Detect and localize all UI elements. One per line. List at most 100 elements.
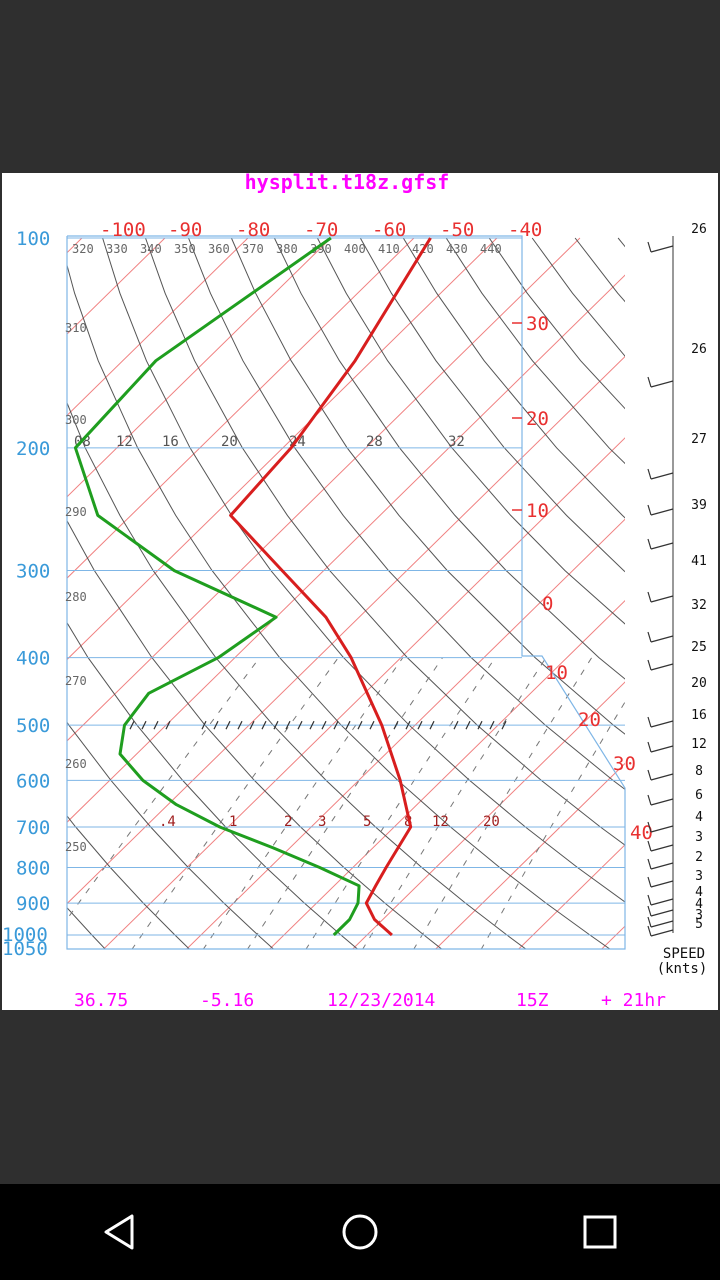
wind-speed-label: 4 bbox=[695, 897, 703, 912]
top-temperature-label: -70 bbox=[304, 219, 338, 241]
mixing-ratio-label-lower: 5 bbox=[363, 814, 371, 830]
recents-square-icon bbox=[583, 1215, 617, 1249]
hatch-mark bbox=[429, 720, 435, 730]
wind-speed-label: 3 bbox=[695, 908, 703, 923]
mixing-ratio-line bbox=[362, 657, 547, 949]
back-button[interactable] bbox=[60, 1184, 180, 1280]
pressure-label: 900 bbox=[16, 893, 50, 915]
footer-lat: 36.75 bbox=[74, 990, 128, 1010]
wind-speed-label: 3 bbox=[695, 869, 703, 884]
wind-barb-flag bbox=[647, 538, 652, 550]
wind-speed-label: 27 bbox=[691, 432, 707, 447]
wind-barb bbox=[650, 472, 674, 480]
mixing-ratio-label-lower: 2 bbox=[284, 814, 292, 830]
wind-barb-flag bbox=[647, 894, 652, 906]
chart-title: hysplit.t18z.gfsf bbox=[245, 173, 450, 194]
hatch-mark bbox=[129, 720, 135, 730]
wind-barb bbox=[650, 508, 674, 516]
dry-adiabat-line bbox=[67, 263, 611, 949]
side-temperature-label: 30 bbox=[613, 753, 636, 775]
wind-barb-flag bbox=[647, 858, 652, 870]
side-temperature-label: 10 bbox=[526, 500, 549, 522]
wind-barb-flag bbox=[647, 821, 652, 833]
system-navigation-bar bbox=[0, 1184, 720, 1280]
isotherm-line bbox=[67, 355, 625, 905]
hatch-mark bbox=[201, 720, 207, 730]
theta-label-left: 250 bbox=[65, 840, 87, 854]
dry-adiabat-line bbox=[67, 815, 190, 949]
wind-barb bbox=[650, 898, 674, 906]
hatch-mark bbox=[465, 720, 471, 730]
hatch-mark bbox=[261, 720, 267, 730]
mixing-ratio-line bbox=[480, 701, 625, 949]
hatch-mark bbox=[213, 720, 219, 730]
wind-barb bbox=[650, 798, 674, 806]
dry-adiabat-line bbox=[661, 238, 718, 950]
top-temperature-label: -90 bbox=[168, 219, 202, 241]
wind-speed-label: 32 bbox=[691, 598, 707, 613]
pressure-label: 1050 bbox=[2, 938, 48, 960]
hatch-mark bbox=[357, 720, 363, 730]
wind-speed-header: SPEED bbox=[663, 946, 705, 962]
dry-adiabat-line bbox=[67, 906, 106, 949]
side-temperature-label: 10 bbox=[545, 662, 568, 684]
wind-barb-flag bbox=[647, 916, 652, 928]
wind-barb-flag bbox=[647, 840, 652, 852]
home-button[interactable] bbox=[300, 1184, 420, 1280]
mixing-ratio-label-lower: 1 bbox=[229, 814, 237, 830]
wind-barb bbox=[650, 773, 674, 781]
isotherm-line bbox=[103, 437, 625, 949]
hatch-mark bbox=[165, 720, 171, 730]
wind-barb bbox=[650, 862, 674, 870]
theta-label: 320 bbox=[72, 242, 94, 256]
wind-barb bbox=[650, 825, 674, 833]
hatch-mark bbox=[309, 720, 315, 730]
isotherm-line bbox=[67, 237, 249, 417]
dry-adiabat-line bbox=[402, 237, 625, 519]
pressure-label: 200 bbox=[16, 438, 50, 460]
theta-label-left: 270 bbox=[65, 674, 87, 688]
isotherm-line bbox=[67, 237, 581, 742]
mixing-ratio-label-lower: 12 bbox=[432, 814, 449, 830]
recents-button[interactable] bbox=[540, 1184, 660, 1280]
footer-hour: 15Z bbox=[516, 990, 549, 1010]
skew-t-sounding-chart[interactable]: 100 200 300 400 500 600 700 800 900 1000 1050 -100-… bbox=[2, 173, 718, 1010]
mixing-ratio-label: 16 bbox=[162, 434, 179, 450]
dry-adiabat-line bbox=[273, 237, 625, 680]
wind-barb-flag bbox=[647, 769, 652, 781]
home-circle-icon bbox=[342, 1214, 378, 1250]
mixing-ratio-line bbox=[247, 657, 444, 949]
mixing-ratio-label: 28 bbox=[366, 434, 383, 450]
wind-barb-flag bbox=[647, 659, 652, 671]
theta-label: 380 bbox=[276, 242, 298, 256]
wind-barb-flag bbox=[647, 741, 652, 753]
wind-barb bbox=[650, 909, 674, 917]
dry-adiabat-line bbox=[488, 237, 625, 410]
back-triangle-icon bbox=[104, 1214, 134, 1250]
theta-label-left: 290 bbox=[65, 505, 87, 519]
isotherm-line bbox=[67, 237, 498, 661]
wind-speed-label: 16 bbox=[691, 708, 707, 723]
dry-adiabat-line bbox=[359, 237, 625, 573]
wind-barb bbox=[650, 920, 674, 928]
wind-speed-label: 20 bbox=[691, 676, 707, 691]
wind-barb-flag bbox=[647, 376, 652, 388]
hatch-mark bbox=[501, 720, 507, 730]
wind-barb-flag bbox=[647, 631, 652, 643]
theta-label: 410 bbox=[378, 242, 400, 256]
wind-speed-label: 2 bbox=[695, 850, 703, 865]
theta-label: 430 bbox=[446, 242, 468, 256]
side-temperature-label: 30 bbox=[526, 313, 549, 335]
wind-speed-label: 5 bbox=[695, 917, 703, 932]
isotherm-line bbox=[186, 518, 625, 949]
theta-label-left: 260 bbox=[65, 757, 87, 771]
mixing-ratio-label-lower: 20 bbox=[483, 814, 500, 830]
hatch-mark bbox=[393, 720, 399, 730]
wind-speed-unit: (knts) bbox=[657, 961, 708, 977]
top-temperature-label: -80 bbox=[236, 219, 270, 241]
wind-speed-label: 41 bbox=[691, 554, 707, 569]
wind-speed-label: 39 bbox=[691, 498, 707, 513]
wind-barb-flag bbox=[647, 591, 652, 603]
theta-label: 440 bbox=[480, 242, 502, 256]
pressure-label: 100 bbox=[16, 228, 50, 250]
